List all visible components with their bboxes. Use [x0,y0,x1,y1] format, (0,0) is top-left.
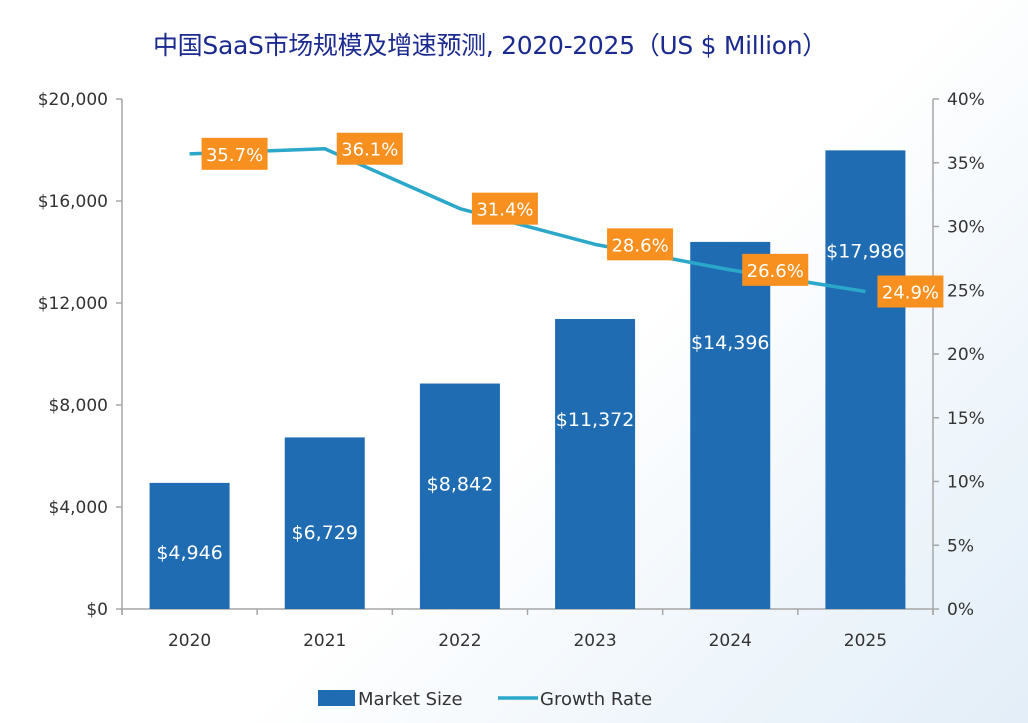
growth-rate-label-box [607,228,674,261]
growth-rate-label: 31.4% [476,200,533,221]
right-axis-tick-label: 5% [947,536,974,556]
legend-swatch-market-size [318,690,355,706]
chart-title: 中国SaaS市场规模及增速预测, 2020-2025（US $ Million） [152,31,827,60]
growth-rate-label: 28.6% [611,235,668,256]
right-axis-tick-label: 20% [947,345,985,365]
growth-rate-label: 35.7% [206,145,263,166]
left-axis-tick-label: $20,000 [38,90,108,110]
right-axis-tick-label: 40% [947,90,985,110]
bar-2024 [690,241,771,610]
x-axis-tick-label: 2022 [438,631,481,651]
right-axis-tick-label: 10% [947,473,985,493]
bar-2022 [419,383,500,609]
growth-rate-label: 24.9% [882,283,939,304]
legend-label-market-size: Market Size [358,689,463,710]
right-axis-tick-label: 0% [947,600,974,620]
bar-2023 [555,319,636,609]
left-axis-tick-label: $0 [86,600,108,620]
growth-rate-label-box [201,137,268,170]
x-axis-tick-label: 2020 [168,631,211,651]
left-axis-tick-label: $8,000 [49,396,108,416]
legend-label-growth-rate: Growth Rate [540,689,652,710]
right-axis-tick-label: 30% [947,218,985,238]
growth-rate-label: 26.6% [747,261,804,282]
right-axis-tick-label: 25% [947,281,985,301]
axes: $0 $4,000 $8,000 $12,000 $16,000 $20,000 0% 5% 1… [38,90,985,651]
legend: Market Size Growth Rate [318,689,652,710]
bar-2025 [825,150,906,609]
bar-2021 [284,437,365,609]
x-axis-tick-label: 2021 [303,631,346,651]
x-axis-tick-label: 2025 [844,631,887,651]
x-axis-tick-label: 2024 [709,631,752,651]
left-axis-tick-label: $16,000 [38,192,108,212]
right-axis-tick-label: 35% [947,154,985,174]
bar-value-label: $11,372 [556,409,635,431]
bar-value-label: $17,986 [826,240,905,262]
rate-labels: 35.7% 36.1% 31.4% 28.6% 26.6% 24.9% [201,132,944,308]
bar-value-label: $6,729 [292,522,358,544]
growth-rate-label-box [336,132,403,165]
growth-rate-label-box [742,253,809,286]
right-axis-tick-label: 15% [947,409,985,429]
growth-rate-label-box [877,275,944,308]
bar-value-label: $4,946 [156,542,222,564]
growth-rate-label-box [471,192,538,225]
left-axis-tick-label: $12,000 [38,294,108,314]
bars [149,150,906,610]
bar-2020 [149,482,230,609]
bar-labels: $4,946 $6,729 $8,842 $11,372 $14,396 $17,986 [156,240,904,564]
x-axis-tick-label: 2023 [573,631,616,651]
growth-rate-label: 36.1% [341,140,398,161]
bar-value-label: $8,842 [427,474,493,496]
left-axis-tick-label: $4,000 [49,498,108,518]
bar-value-label: $14,396 [691,332,770,354]
